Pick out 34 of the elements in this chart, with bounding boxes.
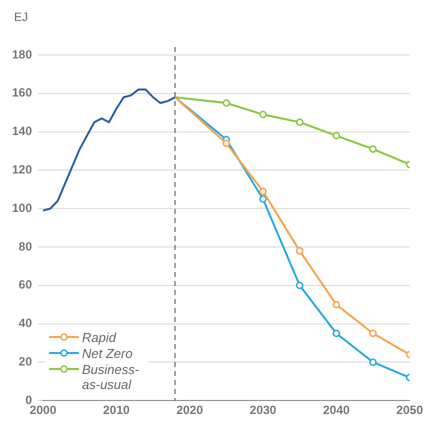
y-tick-label: 60 <box>18 278 32 292</box>
x-tick-label: 2030 <box>250 403 277 418</box>
point <box>259 195 267 203</box>
point <box>296 282 304 290</box>
y-tick-label: 180 <box>12 47 32 62</box>
y-tick-label: 140 <box>12 124 32 138</box>
legend-label: Business-as-usual <box>82 362 140 392</box>
y-tick-label: 120 <box>12 162 32 177</box>
point <box>332 300 340 308</box>
point <box>296 247 304 255</box>
point <box>369 145 377 153</box>
y-tick-label: 40 <box>18 316 32 330</box>
point <box>259 188 267 196</box>
legend-label: Rapid <box>82 330 118 345</box>
x-tick-label: 2050 <box>396 403 424 418</box>
point <box>332 330 340 338</box>
y-tick-label: 160 <box>12 86 32 100</box>
point <box>369 358 377 366</box>
x-tick-label: 2000 <box>30 403 57 418</box>
y-tick-label: 80 <box>18 239 32 254</box>
point <box>332 132 340 140</box>
point <box>369 330 377 338</box>
x-tick-label: 2010 <box>102 403 130 418</box>
point <box>296 118 304 126</box>
y-axis-title: EJ <box>14 10 28 24</box>
point <box>222 140 230 148</box>
legend-label: Net Zero <box>82 346 134 361</box>
y-tick-label: 20 <box>18 354 32 369</box>
x-tick-label: 2020 <box>176 403 204 418</box>
y-tick-label: 0 <box>25 392 32 407</box>
x-tick-label: 2040 <box>322 403 350 418</box>
y-tick-label: 100 <box>12 200 32 215</box>
point <box>259 110 267 118</box>
point <box>222 99 230 107</box>
